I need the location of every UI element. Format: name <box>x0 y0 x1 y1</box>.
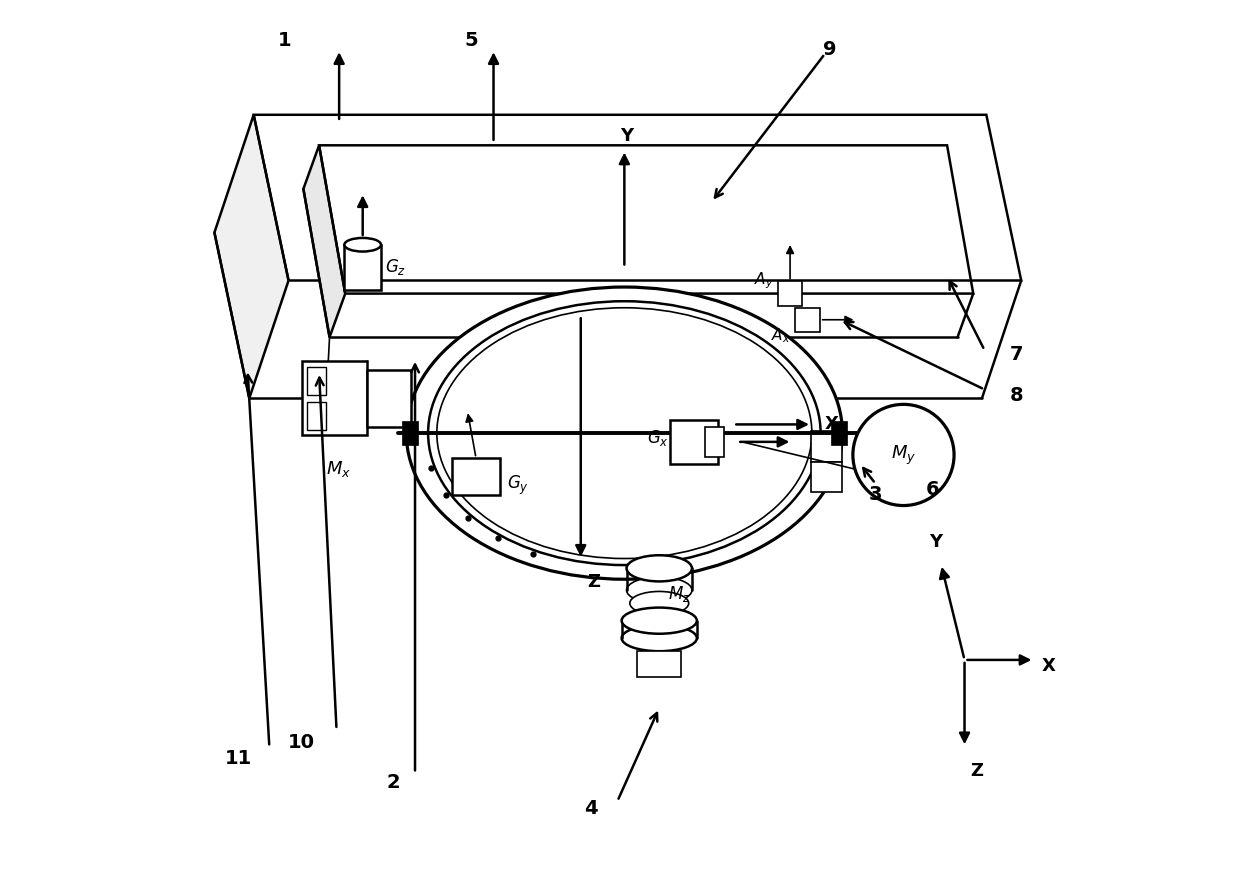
Bar <box>795 307 820 332</box>
Text: 3: 3 <box>869 485 883 504</box>
Bar <box>811 431 842 462</box>
Text: $M_y$: $M_y$ <box>890 444 916 466</box>
Text: 9: 9 <box>822 40 836 59</box>
Bar <box>345 245 381 290</box>
Text: $G_y$: $G_y$ <box>507 474 529 497</box>
Ellipse shape <box>407 287 842 579</box>
Text: 4: 4 <box>584 799 598 818</box>
Text: $G_x$: $G_x$ <box>646 428 668 447</box>
Text: 7: 7 <box>1011 345 1023 364</box>
Bar <box>706 427 724 457</box>
Text: Z: Z <box>587 573 600 591</box>
Text: 8: 8 <box>1011 386 1024 405</box>
Text: 6: 6 <box>925 480 939 500</box>
Text: 2: 2 <box>387 773 401 792</box>
Ellipse shape <box>626 556 692 581</box>
Ellipse shape <box>626 577 692 603</box>
Ellipse shape <box>630 592 688 615</box>
Bar <box>670 420 718 464</box>
Text: 1: 1 <box>278 31 291 50</box>
Text: $A_x$: $A_x$ <box>771 326 791 345</box>
Bar <box>777 282 802 305</box>
Text: Y: Y <box>929 533 942 551</box>
Bar <box>367 370 410 427</box>
Text: $M_z$: $M_z$ <box>668 584 691 605</box>
Ellipse shape <box>621 625 697 651</box>
Bar <box>306 402 326 430</box>
Circle shape <box>853 404 954 506</box>
Text: $A_y$: $A_y$ <box>754 270 774 290</box>
Bar <box>301 361 367 436</box>
Text: X: X <box>1042 657 1055 675</box>
Text: Z: Z <box>971 762 983 780</box>
Polygon shape <box>215 115 289 398</box>
Text: 11: 11 <box>226 749 253 768</box>
Bar <box>402 421 418 445</box>
Text: Y: Y <box>620 127 634 145</box>
Ellipse shape <box>621 607 697 634</box>
Polygon shape <box>304 145 345 337</box>
Bar <box>306 367 326 395</box>
Bar <box>811 462 842 493</box>
Ellipse shape <box>345 238 381 251</box>
Text: $G_z$: $G_z$ <box>386 257 407 277</box>
Bar <box>453 458 500 495</box>
Bar <box>831 421 847 445</box>
Text: 5: 5 <box>465 31 479 50</box>
Text: $M_x$: $M_x$ <box>326 459 351 480</box>
Bar <box>637 651 681 677</box>
Text: X: X <box>825 416 838 433</box>
Text: 10: 10 <box>288 733 315 752</box>
